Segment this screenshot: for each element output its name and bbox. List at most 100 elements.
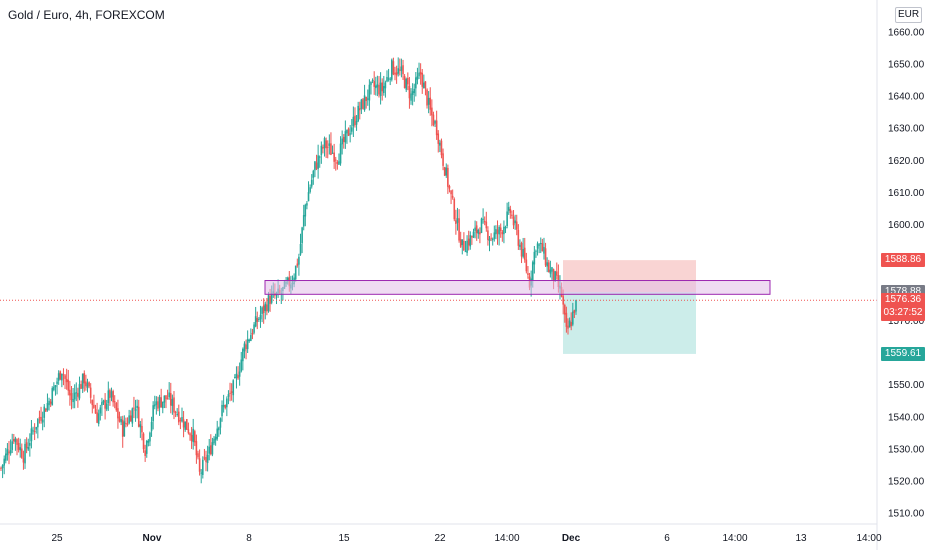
candle-body bbox=[94, 409, 97, 414]
candle-body bbox=[519, 244, 521, 247]
candle-body bbox=[109, 390, 111, 398]
candle-body bbox=[463, 240, 465, 251]
candle-body bbox=[439, 142, 441, 146]
price-tick-label: 1600.00 bbox=[888, 220, 925, 231]
candle-body bbox=[325, 140, 327, 149]
candle-body bbox=[499, 227, 502, 231]
stop-price-tag: 1588.86 bbox=[881, 253, 925, 268]
candle-body bbox=[88, 382, 90, 387]
candle-body bbox=[161, 401, 164, 409]
candle-body bbox=[1, 465, 4, 469]
price-tick-label: 1540.00 bbox=[888, 412, 925, 423]
candle-body bbox=[270, 293, 273, 303]
price-tick-label: 1610.00 bbox=[888, 188, 925, 199]
candle-body bbox=[184, 421, 186, 430]
candle-body bbox=[294, 265, 297, 280]
candle-body bbox=[487, 230, 489, 240]
candle-body bbox=[261, 307, 263, 314]
candle-body bbox=[240, 359, 243, 372]
candle-body bbox=[320, 145, 323, 156]
candle-body bbox=[169, 393, 172, 406]
candle-body bbox=[179, 420, 182, 422]
candle-body bbox=[479, 232, 481, 235]
candle-body bbox=[246, 338, 249, 350]
candle-body bbox=[72, 398, 74, 403]
price-tick-label: 1640.00 bbox=[888, 92, 925, 103]
candle-body bbox=[117, 408, 119, 419]
candle-body bbox=[360, 99, 363, 109]
price-tick-label: 1620.00 bbox=[888, 156, 925, 167]
symbol-title[interactable]: Gold / Euro, 4h, FOREXCOM bbox=[8, 8, 165, 22]
candle-body bbox=[149, 432, 151, 442]
candle-body bbox=[434, 121, 436, 124]
candle-body bbox=[525, 259, 528, 272]
candle-body bbox=[19, 447, 22, 451]
candle-body bbox=[64, 375, 66, 379]
price-tick-label: 1520.00 bbox=[888, 476, 925, 487]
candle-body bbox=[136, 405, 138, 409]
candle-body bbox=[475, 225, 478, 234]
drawings-layer bbox=[563, 260, 696, 354]
candle-body bbox=[93, 404, 95, 408]
candle-body bbox=[29, 442, 31, 446]
candle-body bbox=[429, 97, 432, 110]
time-axis[interactable]: 25 Nov 8 15 22 14:00 Dec 6 14:00 13 14:00 bbox=[51, 533, 882, 544]
candle-body bbox=[418, 72, 420, 77]
candle-body bbox=[544, 248, 547, 266]
candle-body bbox=[102, 400, 105, 403]
candle-body bbox=[419, 71, 422, 75]
candle-body bbox=[86, 382, 89, 388]
price-tick-label: 1530.00 bbox=[888, 444, 925, 455]
candle-body bbox=[395, 72, 398, 76]
candle-body bbox=[73, 392, 76, 400]
candle-body bbox=[185, 419, 188, 430]
candle-body bbox=[493, 232, 496, 239]
candle-body bbox=[541, 243, 544, 252]
time-tick-label: 6 bbox=[664, 533, 670, 544]
candle-body bbox=[543, 246, 545, 254]
candle-body bbox=[451, 195, 454, 198]
candle-body bbox=[256, 318, 259, 322]
candle-body bbox=[336, 161, 339, 164]
candle-body bbox=[65, 378, 68, 383]
candle-body bbox=[349, 133, 351, 135]
price-tick-label: 1570.00 bbox=[888, 316, 925, 327]
currency-button[interactable]: EUR bbox=[895, 7, 922, 23]
candle-body bbox=[423, 82, 425, 89]
candle-body bbox=[182, 419, 185, 428]
candle-body bbox=[45, 408, 47, 412]
candle-body bbox=[381, 82, 383, 92]
candle-body bbox=[16, 439, 18, 445]
candle-body bbox=[104, 399, 106, 409]
candle-body bbox=[96, 412, 98, 423]
candle-body bbox=[371, 79, 374, 81]
candle-body bbox=[57, 373, 60, 381]
candle-body bbox=[322, 147, 324, 149]
candle-body bbox=[464, 251, 467, 253]
candle-body bbox=[259, 314, 262, 320]
candle-body bbox=[411, 91, 414, 95]
support-resistance-zone bbox=[264, 280, 771, 295]
candle-body bbox=[139, 424, 142, 428]
candle-body bbox=[547, 262, 550, 273]
candle-body bbox=[443, 167, 446, 176]
candle-body bbox=[410, 93, 412, 101]
candle-body bbox=[301, 227, 303, 244]
candle-body bbox=[67, 379, 70, 391]
candle-body bbox=[373, 81, 375, 87]
candle-body bbox=[78, 384, 81, 399]
candle-body bbox=[251, 332, 254, 335]
candle-body bbox=[142, 433, 145, 450]
candle-body bbox=[354, 115, 356, 126]
candle-body bbox=[53, 386, 55, 391]
candle-body bbox=[567, 325, 569, 329]
candle-body bbox=[254, 316, 257, 327]
candle-body bbox=[304, 204, 307, 217]
candle-body bbox=[431, 107, 433, 116]
candle-body bbox=[501, 231, 504, 235]
candle-body bbox=[376, 84, 379, 88]
candle-body bbox=[365, 96, 367, 102]
candle-body bbox=[141, 426, 143, 433]
candle-body bbox=[338, 161, 340, 165]
